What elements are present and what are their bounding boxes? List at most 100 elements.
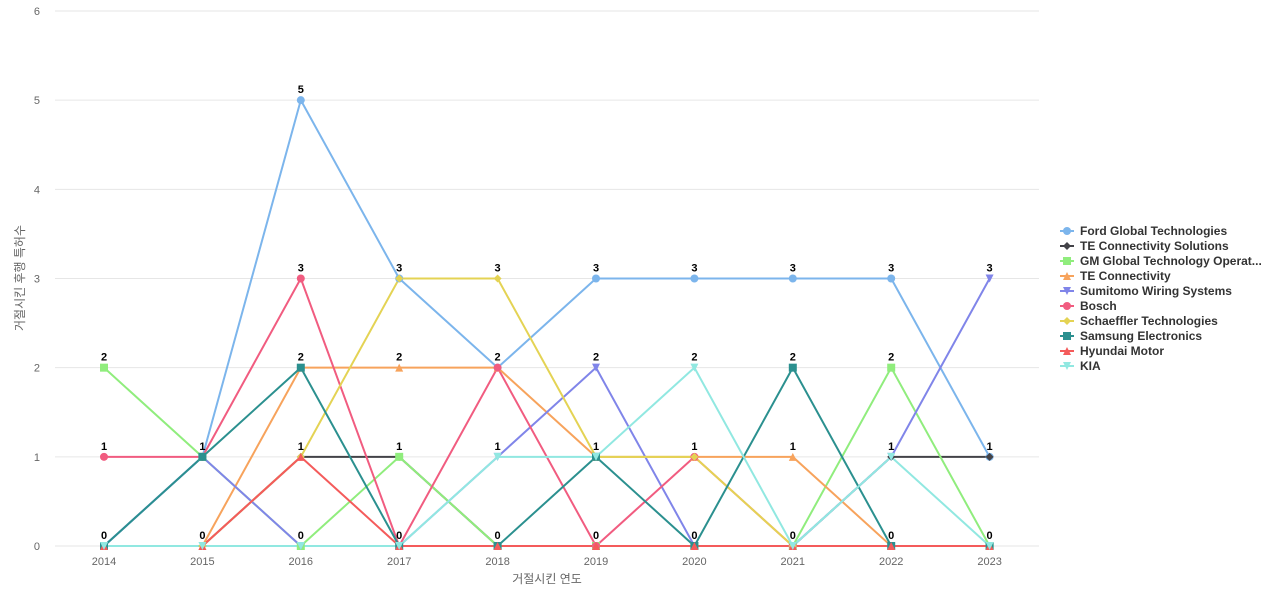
data-point-gm-global-technology-operat xyxy=(395,452,404,461)
series-line-sumitomo-wiring-systems[interactable] xyxy=(103,278,991,547)
x-axis: 2014 2015 2016 2017 2018 2019 2020 2021 2022 2023 xyxy=(92,556,1002,568)
data-point-bosch xyxy=(296,274,305,283)
legend-label: Hyundai Motor xyxy=(1080,344,1164,358)
legend-marker-swatch xyxy=(1063,242,1071,250)
data-label: 0 xyxy=(593,530,599,542)
data-point-kia xyxy=(887,452,896,461)
legend-item-sumitomo-wiring-systems[interactable]: Sumitomo Wiring Systems xyxy=(1060,284,1232,298)
x-tick-label: 2021 xyxy=(781,556,805,568)
data-label: 2 xyxy=(593,352,599,364)
legend-marker-swatch xyxy=(1063,272,1071,280)
data-point-schaeffler-technologies xyxy=(493,274,502,283)
data-point-sumitomo-wiring-systems xyxy=(985,274,994,283)
legend-item-te-connectivity-solutions[interactable]: TE Connectivity Solutions xyxy=(1060,239,1229,253)
data-label: 2 xyxy=(101,352,107,364)
data-point-gm-global-technology-operat xyxy=(100,363,108,372)
data-label: 0 xyxy=(495,530,501,542)
data-label: 0 xyxy=(987,530,993,542)
x-tick-label: 2015 xyxy=(190,556,214,568)
data-label: 1 xyxy=(987,441,993,453)
legend-item-gm-global-technology-operat[interactable]: GM Global Technology Operat... xyxy=(1060,254,1262,268)
data-point-kia xyxy=(592,452,600,461)
y-tick-label: 3 xyxy=(34,274,40,286)
data-point-kia xyxy=(493,452,502,461)
data-label: 0 xyxy=(888,530,894,542)
legend-label: TE Connectivity xyxy=(1080,269,1171,283)
legend-marker-swatch xyxy=(1063,362,1071,370)
y-tick-label: 4 xyxy=(34,184,40,196)
data-point-hyundai-motor xyxy=(690,542,699,550)
legend-marker-swatch xyxy=(1063,227,1071,235)
y-axis-title: 거절시킨 후행 특허수 xyxy=(12,225,27,331)
data-point-kia xyxy=(198,542,207,550)
x-tick-label: 2018 xyxy=(485,556,509,568)
y-tick-label: 0 xyxy=(34,541,40,553)
data-point-bosch xyxy=(100,452,108,461)
legend-label: Bosch xyxy=(1080,299,1117,313)
legend-item-hyundai-motor[interactable]: Hyundai Motor xyxy=(1060,344,1164,358)
data-label: 0 xyxy=(790,530,796,542)
data-label: 1 xyxy=(790,441,796,453)
data-label: 2 xyxy=(298,352,304,364)
data-label: 2 xyxy=(790,352,796,364)
legend-marker-swatch xyxy=(1063,347,1071,355)
legend-marker-swatch xyxy=(1063,302,1071,310)
legend-item-te-connectivity[interactable]: TE Connectivity xyxy=(1060,269,1171,283)
legend-label: Ford Global Technologies xyxy=(1080,224,1227,238)
series-line-ford-global-technologies[interactable] xyxy=(103,99,991,547)
x-tick-label: 2019 xyxy=(584,556,608,568)
legend-marker-swatch xyxy=(1063,317,1071,325)
data-point-sumitomo-wiring-systems xyxy=(592,363,600,372)
y-tick-label: 2 xyxy=(34,363,40,375)
data-label: 2 xyxy=(691,352,697,364)
series-markers xyxy=(100,96,994,550)
data-point-ford-global-technologies xyxy=(296,96,305,105)
legend-item-samsung-electronics[interactable]: Samsung Electronics xyxy=(1060,329,1202,343)
x-axis-title: 거절시킨 연도 xyxy=(512,572,582,586)
data-point-hyundai-motor xyxy=(887,542,896,550)
legend-item-ford-global-technologies[interactable]: Ford Global Technologies xyxy=(1060,224,1227,238)
series-line-kia[interactable] xyxy=(104,366,991,547)
data-label: 1 xyxy=(101,441,107,453)
y-tick-label: 5 xyxy=(34,95,40,107)
data-label: 1 xyxy=(691,441,697,453)
data-point-kia xyxy=(690,363,699,372)
x-tick-label: 2014 xyxy=(92,556,116,568)
data-point-kia xyxy=(788,542,797,550)
legend-item-schaeffler-technologies[interactable]: Schaeffler Technologies xyxy=(1060,314,1218,328)
data-point-ford-global-technologies xyxy=(887,274,896,283)
data-label: 5 xyxy=(298,84,304,96)
data-label: 3 xyxy=(298,263,304,275)
series-lines xyxy=(103,99,991,547)
legend-item-kia[interactable]: KIA xyxy=(1060,359,1101,373)
data-point-bosch xyxy=(493,363,502,372)
data-point-hyundai-motor xyxy=(296,452,305,461)
data-label: 0 xyxy=(691,530,697,542)
data-label: 0 xyxy=(298,530,304,542)
data-point-te-connectivity-solutions xyxy=(985,452,994,461)
data-point-kia xyxy=(395,542,404,550)
series-line-samsung-electronics[interactable] xyxy=(103,366,990,547)
data-point-te-connectivity xyxy=(395,363,404,372)
data-label: 3 xyxy=(593,263,599,275)
legend-label: TE Connectivity Solutions xyxy=(1080,239,1229,253)
data-label: 0 xyxy=(396,530,402,542)
data-point-schaeffler-technologies xyxy=(690,452,699,461)
data-label: 3 xyxy=(495,263,501,275)
data-label: 1 xyxy=(298,441,304,453)
legend-item-bosch[interactable]: Bosch xyxy=(1060,299,1117,313)
x-tick-label: 2022 xyxy=(879,556,903,568)
legend-marker-swatch xyxy=(1063,257,1071,265)
data-label: 1 xyxy=(396,441,402,453)
x-tick-label: 2020 xyxy=(682,556,706,568)
data-label: 1 xyxy=(888,441,894,453)
series-line-hyundai-motor[interactable] xyxy=(104,455,990,547)
y-tick-label: 1 xyxy=(34,452,40,464)
data-label: 2 xyxy=(396,352,402,364)
data-label: 0 xyxy=(101,530,107,542)
data-label: 3 xyxy=(691,263,697,275)
legend-marker-swatch xyxy=(1063,287,1071,295)
data-label: 3 xyxy=(396,263,402,275)
legend-marker-swatch xyxy=(1063,332,1071,340)
